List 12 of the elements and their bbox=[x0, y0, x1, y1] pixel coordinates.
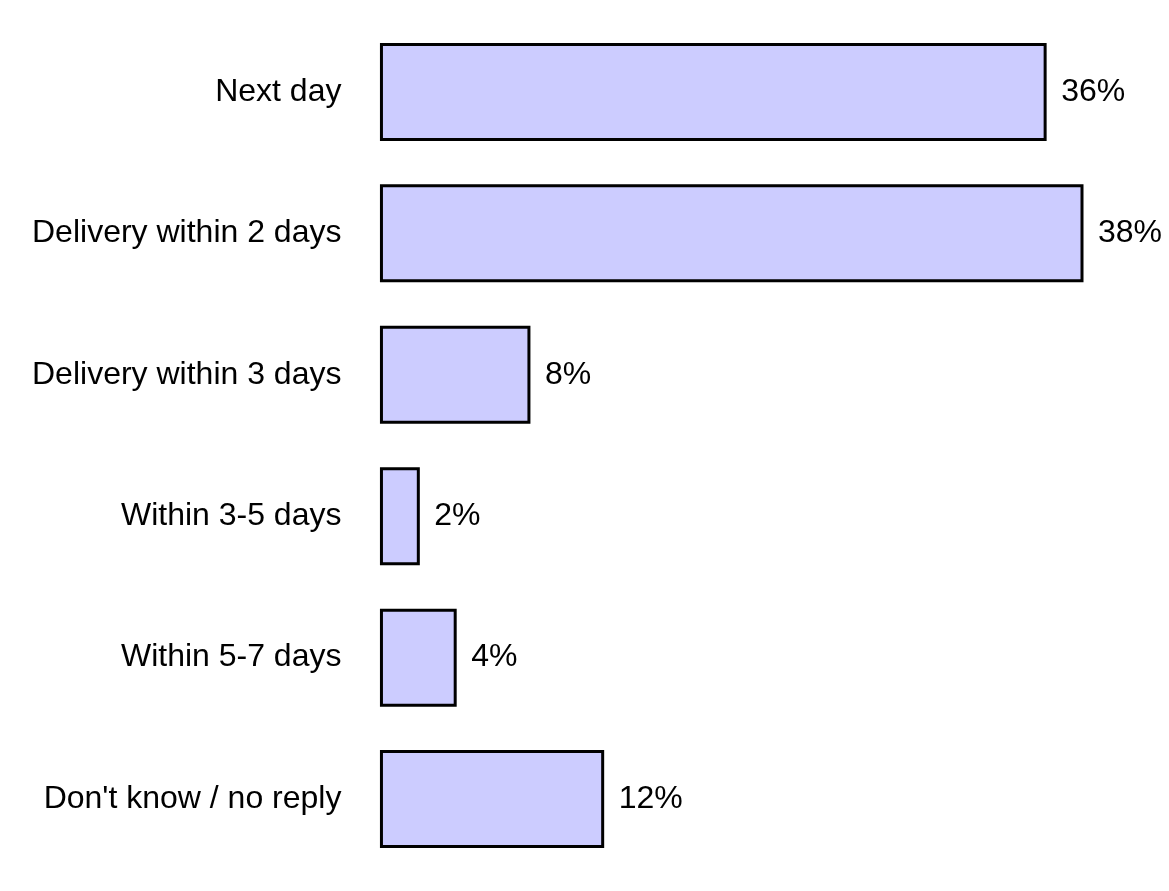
data-label: 2% bbox=[434, 496, 481, 533]
data-label: 12% bbox=[618, 778, 683, 815]
y-tick-label: Within 3-5 days bbox=[120, 496, 342, 533]
data-label: 8% bbox=[544, 354, 592, 391]
y-tick-label: Within 5-7 days bbox=[120, 637, 342, 674]
y-tick-label: Don't know / no reply bbox=[43, 778, 342, 815]
y-tick-label: Next day bbox=[215, 71, 342, 108]
data-label: 4% bbox=[471, 637, 518, 674]
y-tick-label: Delivery within 2 days bbox=[32, 213, 342, 250]
data-label: 38% bbox=[1098, 213, 1163, 250]
data-label: 36% bbox=[1061, 71, 1126, 108]
y-tick-label: Delivery within 3 days bbox=[32, 354, 342, 391]
